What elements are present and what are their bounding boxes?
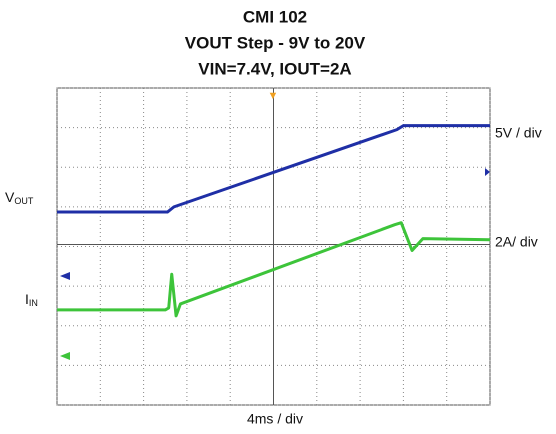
title-line: CMI 102 [243,7,307,26]
ch2-ref-arrow [60,352,70,360]
scale-label: 2A/ div [495,234,538,250]
trace [57,221,491,318]
title-line: VOUT Step - 9V to 20V [185,33,366,52]
trigger-level-arrow [485,168,490,176]
channel-label: IIN [25,291,38,309]
channel-label-sub: IN [29,298,38,308]
channel-label: VOUT [5,189,34,207]
ch1-ref-arrow [60,272,70,280]
channel-label-sub: OUT [14,196,34,206]
channel-label-main: V [5,189,15,205]
title-line: VIN=7.4V, IOUT=2A [198,59,351,78]
channel-label-main: I [25,291,29,307]
x-scale-label: 4ms / div [247,411,303,427]
trace [57,124,490,214]
scale-label: 5V / div [495,125,542,141]
trigger-marker: ▼ [268,90,279,102]
